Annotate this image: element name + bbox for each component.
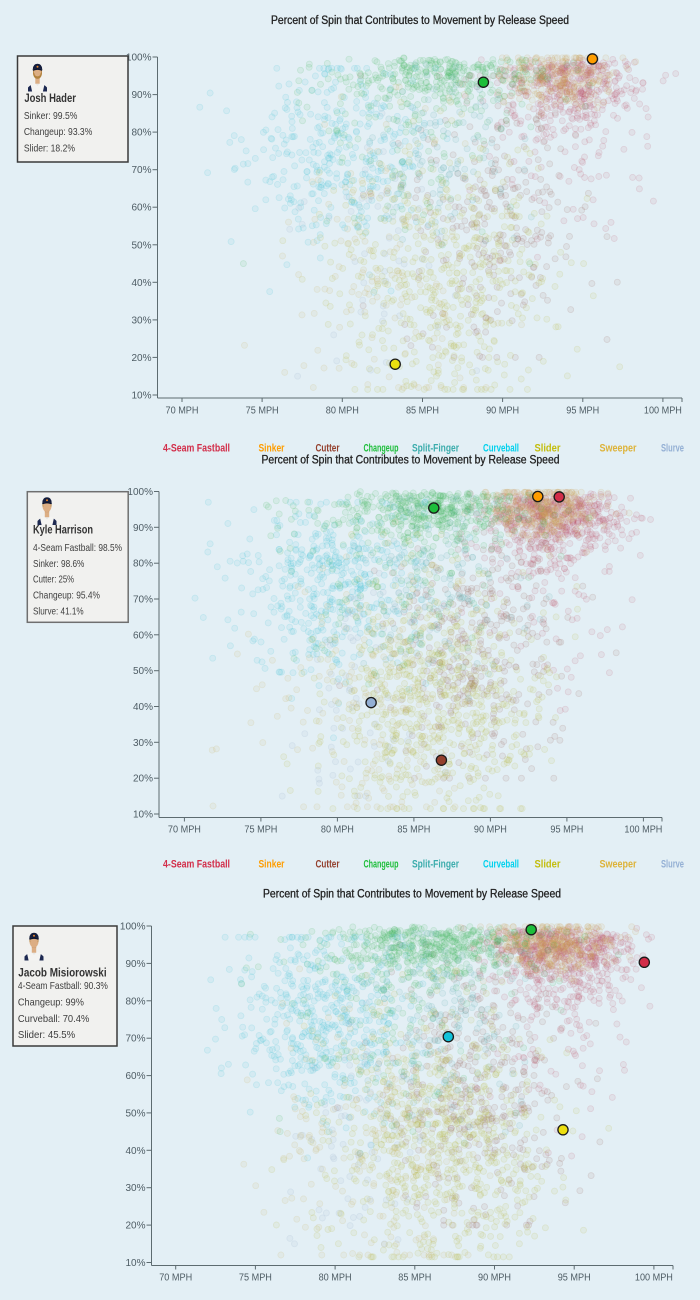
svg-text:Slider: Slider (535, 443, 562, 455)
svg-text:100 MPH: 100 MPH (624, 825, 662, 836)
svg-text:100%: 100% (127, 487, 153, 498)
svg-text:Sweeper: Sweeper (600, 443, 638, 455)
svg-text:80%: 80% (133, 559, 153, 570)
svg-text:75 MPH: 75 MPH (246, 406, 279, 417)
svg-text:70 MPH: 70 MPH (166, 406, 199, 417)
svg-text:70%: 70% (131, 165, 151, 176)
svg-text:60%: 60% (133, 630, 153, 641)
svg-text:70 MPH: 70 MPH (168, 825, 201, 836)
svg-text:50%: 50% (131, 240, 151, 251)
svg-text:95 MPH: 95 MPH (550, 825, 583, 836)
svg-text:20%: 20% (131, 353, 151, 364)
svg-text:Curveball: Curveball (483, 443, 519, 455)
svg-text:100 MPH: 100 MPH (644, 406, 682, 417)
svg-text:Changeup: Changeup (364, 443, 399, 455)
svg-text:30%: 30% (133, 738, 153, 749)
svg-text:Split-Finger: Split-Finger (412, 443, 460, 455)
svg-text:10%: 10% (133, 810, 153, 821)
svg-text:50%: 50% (133, 666, 153, 677)
svg-text:85 MPH: 85 MPH (406, 406, 439, 417)
svg-text:30%: 30% (131, 315, 151, 326)
svg-text:Percent of Spin that Contribut: Percent of Spin that Contributes to Move… (262, 455, 560, 467)
svg-text:80 MPH: 80 MPH (321, 825, 354, 836)
svg-text:10%: 10% (131, 391, 151, 402)
svg-text:Slurve: Slurve (661, 443, 684, 455)
svg-text:Sinker: Sinker (259, 443, 286, 455)
svg-text:90 MPH: 90 MPH (486, 406, 519, 417)
svg-text:90%: 90% (133, 523, 153, 534)
svg-text:20%: 20% (133, 774, 153, 785)
svg-text:Percent of Spin that Contribut: Percent of Spin that Contributes to Move… (271, 15, 569, 27)
svg-text:80 MPH: 80 MPH (326, 406, 359, 417)
svg-text:40%: 40% (133, 702, 153, 713)
svg-text:80%: 80% (131, 128, 151, 139)
svg-text:100%: 100% (126, 53, 152, 64)
svg-text:Cutter: Cutter (316, 443, 341, 455)
svg-text:4-Seam Fastball: 4-Seam Fastball (163, 443, 230, 455)
svg-text:85 MPH: 85 MPH (397, 825, 430, 836)
svg-text:90 MPH: 90 MPH (474, 825, 507, 836)
svg-text:90%: 90% (131, 90, 151, 101)
svg-text:40%: 40% (131, 278, 151, 289)
svg-text:95 MPH: 95 MPH (566, 406, 599, 417)
svg-text:75 MPH: 75 MPH (244, 825, 277, 836)
svg-text:60%: 60% (131, 203, 151, 214)
svg-text:70%: 70% (133, 595, 153, 606)
